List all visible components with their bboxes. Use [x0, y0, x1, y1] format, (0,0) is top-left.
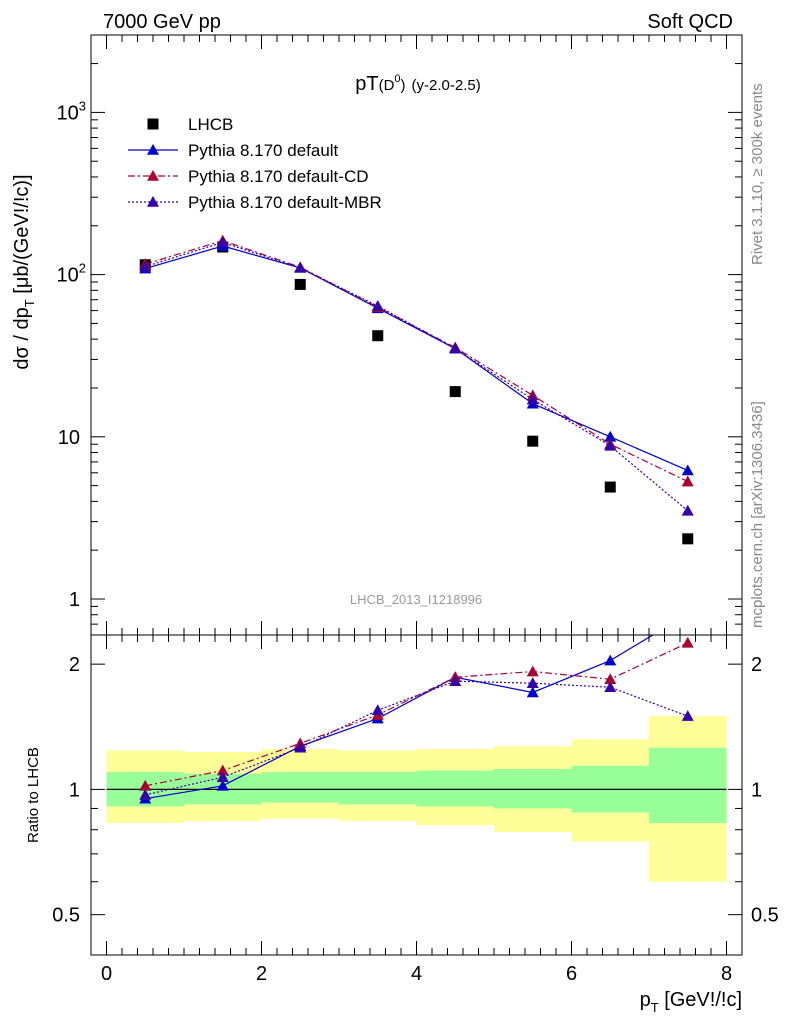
ratio-point-mbr	[681, 710, 694, 721]
ratio-ylabel: Ratio to LHCB	[25, 747, 42, 843]
ratio-point-mbr	[604, 681, 617, 693]
legend-label-default: Pythia 8.170 default	[188, 141, 339, 160]
uncertainty-band-inner	[261, 772, 339, 803]
ratio-point-default	[216, 779, 229, 791]
ratio-axes: 0.5 0.5 1 1 2 2 0 2 4 6 8	[52, 635, 779, 985]
plot-title: pT(D0) (y-2.0-2.5)	[355, 73, 480, 95]
ratio-line-mbr	[145, 680, 688, 796]
legend-label-cd: Pythia 8.170 default-CD	[188, 167, 369, 186]
ratio-point-mbr	[139, 788, 152, 800]
ratio-point-cd	[216, 764, 229, 776]
data-point-lhcb	[372, 330, 384, 342]
main-ylabel: dσ / dpT [μb/(GeV!/!c)]	[11, 174, 37, 369]
series-line-default	[145, 245, 688, 472]
rivet-label: Rivet 3.1.10, ≥ 300k events	[749, 83, 766, 265]
data-point-mbr	[371, 300, 384, 311]
data-point-mbr	[449, 342, 462, 354]
header-left: 7000 GeV pp	[103, 11, 221, 33]
ratio-xlabel-sub: T	[651, 1000, 659, 1015]
legend: LHCB Pythia 8.170 default Pythia 8.170 def…	[128, 115, 382, 212]
ratio-x-tick-label: 0	[101, 963, 112, 985]
ratio-point-cd	[139, 779, 152, 791]
ratio-series-group	[106, 635, 727, 882]
ratio-panel: 0.5 0.5 1 1 2 2 0 2 4 6 8 Ratio to LHCB pT [GeV!/!…	[25, 634, 779, 1015]
uncertainty-band-inner	[416, 770, 494, 807]
plot-title-superscript: 0	[394, 73, 400, 85]
ratio-y-tick-label-left: 1	[69, 779, 80, 801]
main-y-tick-label: 1	[69, 589, 80, 611]
main-panel: 1 10 102 103 pT(D0) (y-2.0-2.5) LHCB Pythia 8…	[11, 34, 743, 636]
ratio-point-cd	[526, 665, 539, 677]
data-point-default	[681, 464, 694, 476]
plot-title-particle: (D	[379, 77, 395, 94]
plot-title-main: pT	[355, 73, 378, 95]
series-line-cd	[145, 239, 689, 483]
uncertainty-band-inner	[339, 772, 417, 805]
plot-title-close: )	[401, 77, 406, 94]
main-series-group	[139, 234, 694, 545]
main-axes: 1 10 102 103	[57, 34, 742, 636]
main-y-tick-label: 102	[57, 261, 86, 287]
ratio-point-mbr	[526, 677, 539, 688]
header-right: Soft QCD	[647, 11, 733, 33]
data-point-mbr	[216, 236, 229, 248]
data-point-lhcb	[294, 278, 306, 290]
ratio-y-tick-label-right: 0.5	[751, 905, 779, 927]
main-ylabel-sub: T	[22, 299, 37, 307]
legend-marker-default	[147, 144, 159, 155]
ratio-plot-area	[106, 635, 727, 882]
mcplots-label: mcplots.cern.ch [arXiv:1306.3436]	[749, 401, 766, 628]
data-point-lhcb	[449, 386, 461, 398]
data-point-mbr	[139, 260, 152, 272]
main-plot-area	[139, 234, 694, 545]
legend-label-lhcb: LHCB	[188, 115, 233, 134]
legend-label-mbr: Pythia 8.170 default-MBR	[188, 193, 382, 212]
ratio-point-mbr	[216, 771, 229, 782]
main-ylabel-b: [μb/(GeV!/!c)]	[11, 174, 33, 299]
ratio-y-tick-label-left: 2	[69, 654, 80, 676]
data-point-lhcb	[682, 533, 694, 545]
ratio-point-cd	[604, 673, 617, 685]
series-line-mbr	[145, 241, 689, 512]
data-point-default	[604, 430, 617, 442]
data-point-lhcb	[604, 481, 616, 493]
plot-title-range: (y-2.0-2.5)	[412, 77, 481, 94]
data-point-mbr	[681, 504, 694, 516]
data-point-lhcb	[527, 435, 539, 447]
uncertainty-band-inner	[494, 768, 572, 809]
main-ylabel-a: dσ / dp	[11, 307, 33, 369]
ratio-line-default	[145, 635, 654, 800]
ratio-x-tick-label: 4	[411, 963, 422, 985]
data-point-mbr	[526, 393, 539, 405]
ratio-point-mbr	[294, 741, 307, 753]
ratio-y-tick-label-right: 1	[751, 779, 762, 801]
ratio-xlabel: pT [GeV!/!c]	[640, 989, 742, 1015]
ratio-point-default	[604, 654, 617, 666]
analysis-id: LHCB_2013_I1218996	[350, 592, 482, 607]
data-point-cd	[681, 475, 694, 487]
legend-marker-cd	[147, 170, 159, 181]
main-y-tick-label: 103	[57, 98, 86, 124]
ratio-point-default	[526, 686, 539, 698]
uncertainty-band-inner	[649, 747, 727, 824]
ratio-point-mbr	[371, 704, 384, 716]
ratio-x-tick-label: 6	[566, 963, 577, 985]
ratio-x-tick-label: 8	[721, 963, 732, 985]
legend-marker-lhcb	[147, 118, 159, 130]
ratio-x-tick-label: 2	[256, 963, 267, 985]
legend-marker-mbr	[147, 196, 159, 207]
ratio-point-cd	[681, 636, 694, 648]
data-point-mbr	[604, 439, 617, 451]
main-y-tick-label: 10	[58, 427, 80, 449]
ratio-y-tick-label-left: 0.5	[52, 905, 80, 927]
ratio-xlabel-a: p	[640, 989, 651, 1011]
ratio-y-tick-label-right: 2	[751, 654, 762, 676]
ratio-xlabel-b: [GeV!/!c]	[659, 989, 742, 1011]
data-point-mbr	[294, 261, 307, 273]
ratio-point-mbr	[449, 675, 462, 686]
